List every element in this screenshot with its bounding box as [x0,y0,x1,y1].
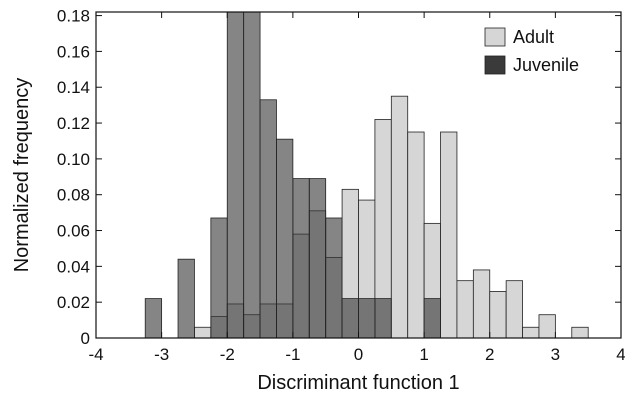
y-tick-label: 0.04 [57,257,90,276]
adult-bar [571,326,589,339]
x-tick-label: 3 [551,345,560,364]
y-tick-label: 0.12 [57,114,90,133]
juvenile-bar [341,298,359,339]
axes [95,11,622,339]
y-tick-label: 0.06 [57,222,90,241]
adult-bar [456,280,474,339]
x-tick-label: 1 [419,345,428,364]
adult-bar [390,95,409,339]
adult-bar [440,131,458,339]
adult-bar [538,314,556,339]
x-tick-label: -4 [88,345,103,364]
y-tick-label: 0.18 [57,7,90,26]
x-tick-label: 4 [616,345,625,364]
y-tick-label: 0.10 [57,150,90,169]
juvenile-bar [423,298,441,339]
juvenile-bar [210,217,228,339]
x-axis-label: Discriminant function 1 [257,372,459,394]
y-tick-label: 0.02 [57,293,90,312]
juvenile-bar [259,99,277,339]
y-tick-label: 0.08 [57,186,90,205]
x-tick-label: 2 [485,345,494,364]
juvenile-bar [358,298,376,339]
juvenile-bar [292,178,310,339]
juvenile-series [144,11,441,339]
juvenile-bar [308,178,327,339]
y-axis-label: Normalized frequency [11,78,33,273]
x-tick-label: -2 [220,345,235,364]
adult-bar [407,131,425,339]
y-tick-label: 0.16 [57,42,90,61]
adult-bar [472,269,491,339]
juvenile-bar [243,11,261,339]
adult-bar [505,280,523,339]
juvenile-bar [325,217,343,339]
juvenile-bar [144,298,163,339]
x-tick-label: -1 [285,345,300,364]
y-tick-label: 0.14 [57,78,90,97]
adult-bar [194,326,212,339]
adult-bar [522,326,540,339]
legend-swatch-adult [484,27,506,47]
juvenile-bar [177,258,195,339]
juvenile-bar [276,138,294,339]
tick-labels: -4 -3 -2 -1 0 1 2 3 4 0 0.02 0.04 0.06 0.08 0.10 0.12 0.… [57,7,625,364]
x-tick-label: 0 [354,345,363,364]
legend-swatch-juvenile [484,55,506,75]
x-tick-label: -3 [154,345,169,364]
legend-label-juvenile: Juvenile [513,55,579,75]
legend: Adult Juvenile [484,27,579,75]
legend-label-adult: Adult [513,27,554,47]
adult-bar [489,291,507,339]
juvenile-bar [226,11,245,339]
y-tick-label: 0 [81,329,90,348]
juvenile-bar [374,298,392,339]
